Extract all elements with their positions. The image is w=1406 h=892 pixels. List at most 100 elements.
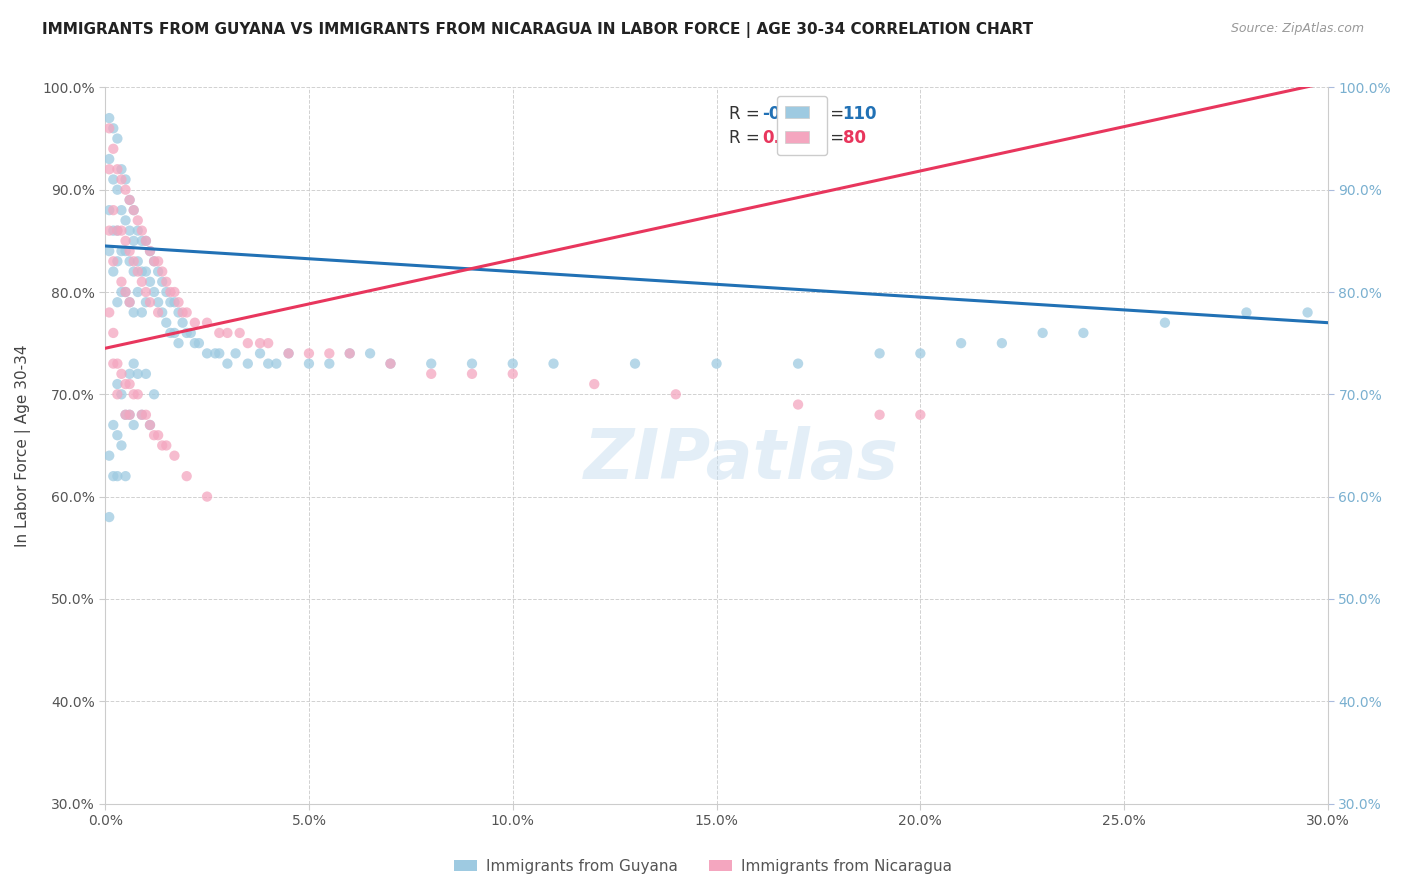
Point xyxy=(118,244,141,258)
Point xyxy=(122,254,145,268)
Point xyxy=(249,346,271,360)
Point xyxy=(180,326,202,340)
Text: N =: N = xyxy=(803,105,849,123)
Point xyxy=(583,377,606,392)
Point xyxy=(103,469,125,483)
Point xyxy=(118,377,141,392)
Point xyxy=(98,162,121,177)
Point xyxy=(139,417,162,432)
Point xyxy=(110,387,132,401)
Point xyxy=(127,224,149,238)
Point xyxy=(105,357,128,371)
Point xyxy=(195,346,218,360)
Point xyxy=(143,428,166,442)
Point xyxy=(172,316,194,330)
Point xyxy=(103,264,125,278)
Point xyxy=(167,305,190,319)
Point xyxy=(139,275,162,289)
Point xyxy=(1032,326,1054,340)
Point xyxy=(122,264,145,278)
Point xyxy=(176,305,198,319)
Point xyxy=(118,295,141,310)
Point xyxy=(105,183,128,197)
Point xyxy=(103,417,125,432)
Point xyxy=(131,305,153,319)
Point xyxy=(135,234,157,248)
Point xyxy=(236,336,259,351)
Point xyxy=(869,346,891,360)
Point xyxy=(624,357,647,371)
Point xyxy=(131,224,153,238)
Point xyxy=(122,417,145,432)
Point xyxy=(98,152,121,166)
Point xyxy=(103,203,125,218)
Point xyxy=(146,295,169,310)
Point xyxy=(105,428,128,442)
Point xyxy=(155,275,177,289)
Point xyxy=(217,357,239,371)
Text: ZIPatlas: ZIPatlas xyxy=(583,426,898,493)
Point xyxy=(249,336,271,351)
Point xyxy=(143,254,166,268)
Point xyxy=(163,285,186,299)
Point xyxy=(339,346,361,360)
Point xyxy=(135,264,157,278)
Point xyxy=(1154,316,1177,330)
Point xyxy=(706,357,728,371)
Point xyxy=(146,428,169,442)
Text: 110: 110 xyxy=(842,105,877,123)
Point xyxy=(118,408,141,422)
Text: -0.244: -0.244 xyxy=(762,105,821,123)
Text: N =: N = xyxy=(803,128,849,146)
Point xyxy=(143,387,166,401)
Point xyxy=(110,275,132,289)
Point xyxy=(98,510,121,524)
Point xyxy=(114,183,136,197)
Point xyxy=(118,295,141,310)
Point xyxy=(257,336,280,351)
Point xyxy=(787,398,810,412)
Point xyxy=(155,438,177,452)
Point xyxy=(184,336,207,351)
Point xyxy=(118,367,141,381)
Point xyxy=(98,449,121,463)
Point xyxy=(1296,305,1319,319)
Point xyxy=(167,336,190,351)
Point xyxy=(103,172,125,186)
Point xyxy=(103,224,125,238)
Point xyxy=(98,121,121,136)
Point xyxy=(98,244,121,258)
Point xyxy=(150,438,173,452)
Point xyxy=(110,367,132,381)
Point xyxy=(110,244,132,258)
Point xyxy=(114,172,136,186)
Point xyxy=(127,367,149,381)
Point xyxy=(135,408,157,422)
Point xyxy=(277,346,299,360)
Point xyxy=(146,254,169,268)
Point xyxy=(204,346,226,360)
Point xyxy=(118,193,141,207)
Point xyxy=(228,326,250,340)
Point xyxy=(114,244,136,258)
Point xyxy=(502,357,524,371)
Point xyxy=(105,377,128,392)
Point xyxy=(98,224,121,238)
Point xyxy=(114,234,136,248)
Point xyxy=(110,162,132,177)
Point xyxy=(118,254,141,268)
Point xyxy=(110,172,132,186)
Point xyxy=(114,377,136,392)
Point xyxy=(150,275,173,289)
Point xyxy=(163,449,186,463)
Point xyxy=(127,285,149,299)
Point xyxy=(114,213,136,227)
Point xyxy=(110,285,132,299)
Point xyxy=(298,346,321,360)
Point xyxy=(195,316,218,330)
Y-axis label: In Labor Force | Age 30-34: In Labor Force | Age 30-34 xyxy=(15,344,31,547)
Point xyxy=(217,326,239,340)
Point xyxy=(122,387,145,401)
Point xyxy=(110,438,132,452)
Point xyxy=(135,234,157,248)
